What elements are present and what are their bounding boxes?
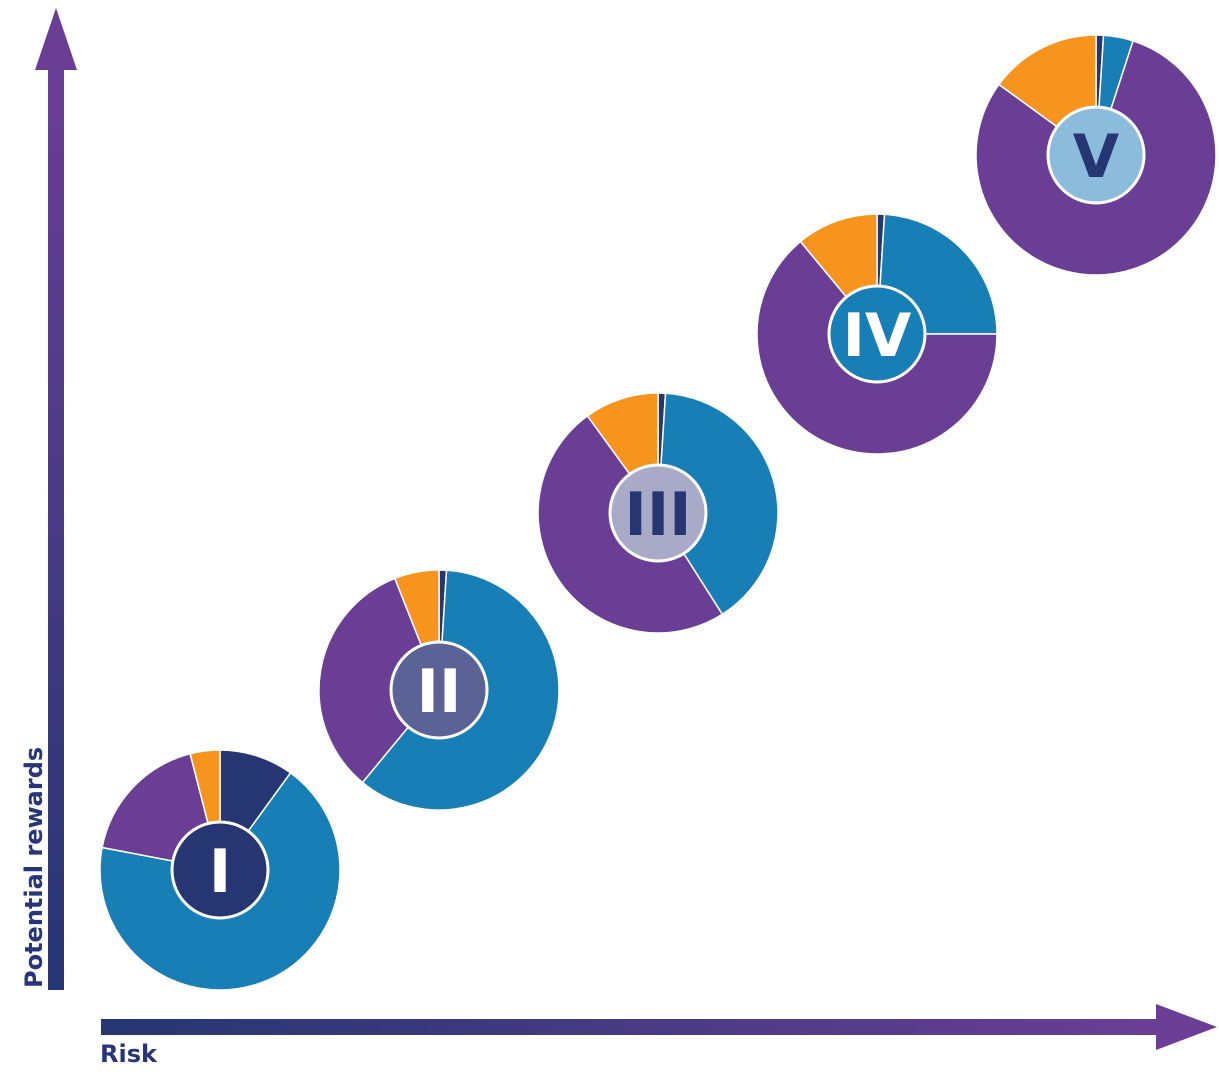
- portfolio-iii: III: [537, 392, 779, 634]
- portfolio-label: I: [209, 837, 231, 907]
- portfolio-badge: [170, 820, 270, 920]
- portfolio-label: V: [1073, 122, 1120, 192]
- portfolio-label: II: [417, 657, 462, 727]
- x-axis-line: [101, 1019, 1166, 1035]
- x-axis-arrowhead: [1156, 1004, 1217, 1050]
- portfolio-i: I: [99, 749, 341, 991]
- portfolio-iv: IV: [756, 213, 998, 455]
- x-axis: [101, 1004, 1217, 1050]
- y-axis-label: Potential rewards: [20, 746, 48, 988]
- portfolio-label: III: [625, 480, 692, 550]
- y-axis-line: [48, 66, 64, 990]
- portfolio-badge: [389, 640, 489, 740]
- portfolio-badge: [608, 463, 708, 563]
- x-axis-label: Risk: [100, 1040, 157, 1068]
- y-axis: [35, 8, 77, 990]
- portfolio-label: IV: [843, 301, 912, 371]
- y-axis-arrowhead: [35, 8, 77, 70]
- pie-slice-purple: [318, 577, 440, 784]
- portfolio-ii: II: [318, 569, 560, 811]
- portfolio-v: V: [975, 34, 1217, 276]
- portfolio-badge: [827, 284, 927, 384]
- portfolio-badge: [1046, 105, 1146, 205]
